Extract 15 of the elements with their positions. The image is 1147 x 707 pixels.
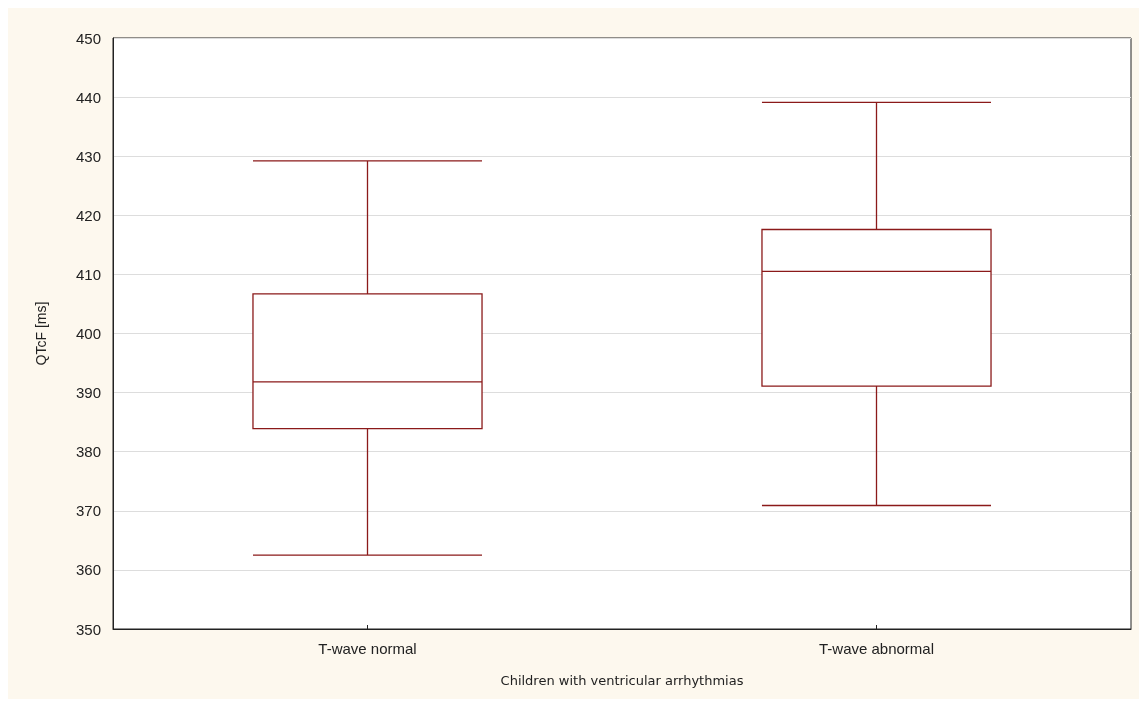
y-tick-label: 380 [75,443,101,461]
y-tick-label: 370 [75,502,101,520]
y-tick-label: 440 [75,88,101,106]
x-tick-label: T-wave normal [318,640,417,657]
y-tick-label: 420 [75,206,101,224]
y-tick-label: 430 [75,147,101,165]
x-axis-title: Children with ventricular arrhythmias [500,673,744,688]
y-tick-label: 450 [75,29,101,47]
y-tick-label: 410 [75,265,101,283]
y-tick-label: 400 [75,325,101,342]
y-axis-title: QTcF [ms] [33,301,49,366]
x-tick-label: T-wave abnormal [818,640,935,657]
y-tick-label: 390 [75,384,101,402]
y-tick-label: 350 [75,620,101,638]
y-tick-label: 360 [75,561,101,579]
